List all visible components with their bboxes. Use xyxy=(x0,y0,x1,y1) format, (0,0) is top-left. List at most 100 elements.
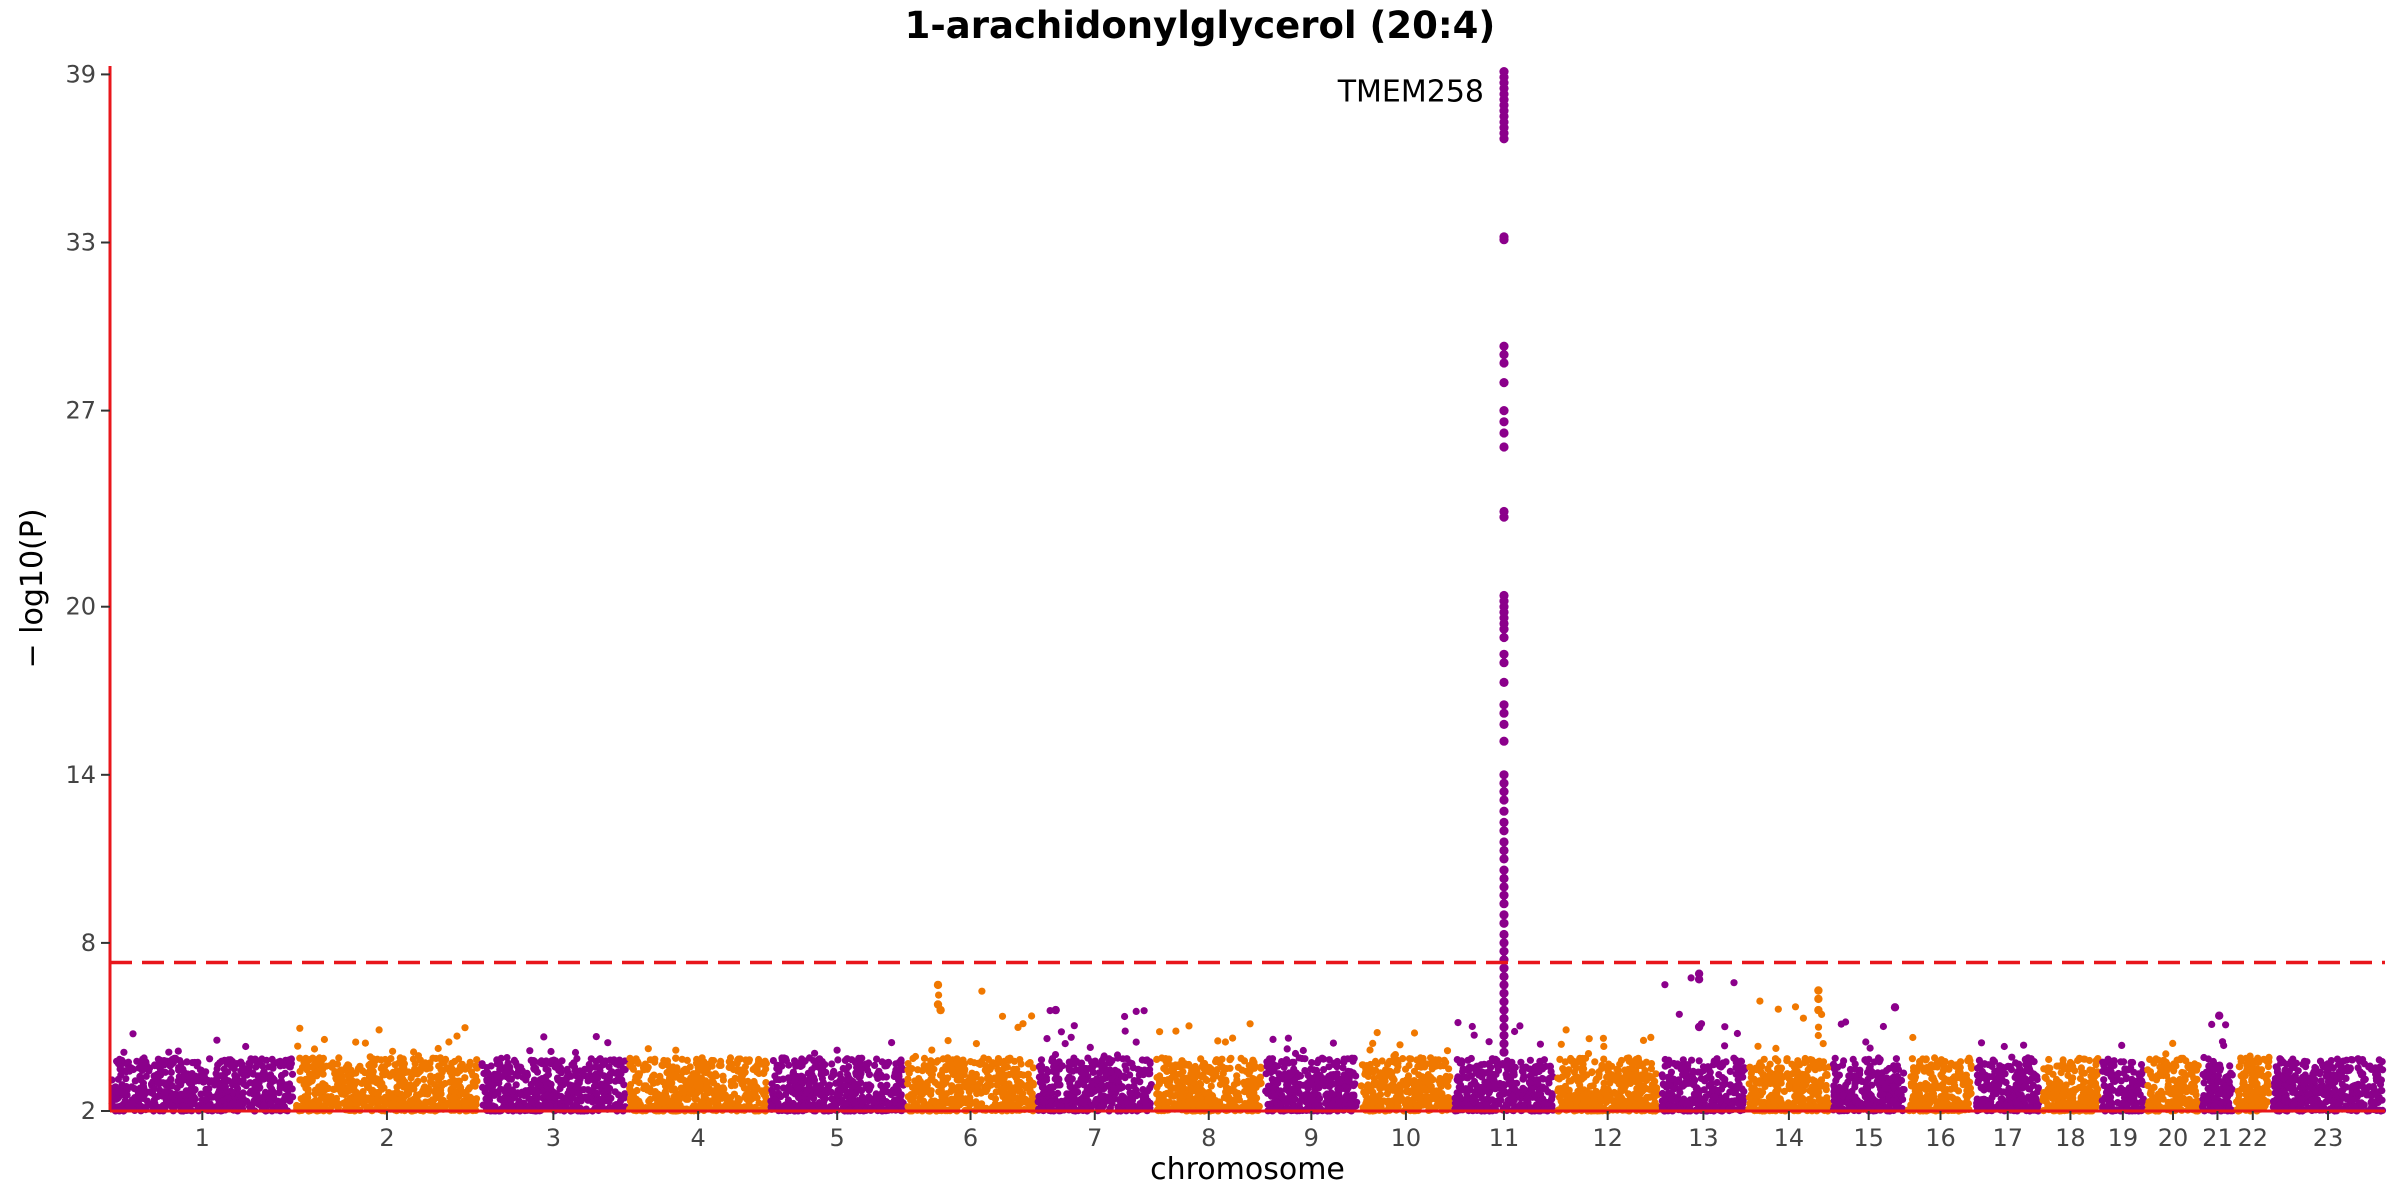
data-point xyxy=(1130,1082,1138,1090)
data-point xyxy=(1098,1057,1106,1065)
data-point xyxy=(1189,1078,1197,1086)
data-point xyxy=(280,1096,288,1105)
data-point xyxy=(1159,1095,1167,1103)
data-point xyxy=(1454,1019,1462,1027)
data-point xyxy=(862,1060,870,1068)
data-point xyxy=(659,1062,667,1070)
data-point xyxy=(821,1095,829,1103)
data-point xyxy=(346,1100,354,1108)
data-point xyxy=(1519,1084,1527,1092)
data-point xyxy=(1420,1084,1428,1092)
data-point xyxy=(773,1083,781,1092)
data-point xyxy=(297,1076,305,1084)
data-point xyxy=(482,1095,490,1103)
data-point xyxy=(799,1073,807,1081)
data-point xyxy=(1369,1039,1377,1047)
data-point xyxy=(542,1065,550,1073)
data-point xyxy=(944,1037,952,1045)
data-point xyxy=(828,1095,836,1103)
data-point xyxy=(942,1074,950,1082)
data-point xyxy=(911,1052,920,1061)
data-point xyxy=(1346,1100,1354,1108)
data-point xyxy=(1273,1076,1282,1084)
data-point xyxy=(1282,1056,1291,1064)
data-point xyxy=(345,1072,353,1080)
data-point xyxy=(621,1066,629,1074)
data-point xyxy=(1146,1060,1154,1068)
data-point xyxy=(1485,1038,1493,1046)
data-point xyxy=(1105,1055,1113,1063)
data-point xyxy=(738,1078,746,1086)
data-point xyxy=(381,1055,389,1064)
data-point xyxy=(721,1091,730,1099)
data-point xyxy=(726,1054,735,1062)
data-point xyxy=(605,1063,613,1071)
data-point xyxy=(865,1071,874,1079)
data-point xyxy=(1197,1055,1205,1063)
data-point xyxy=(888,1039,896,1047)
data-point xyxy=(1216,1080,1224,1089)
data-point xyxy=(512,1070,520,1078)
data-point xyxy=(793,1084,802,1092)
data-point xyxy=(785,1083,793,1091)
data-point xyxy=(773,1075,781,1084)
data-point xyxy=(246,1060,254,1068)
data-point xyxy=(269,1064,277,1072)
data-point xyxy=(631,1077,639,1085)
data-point xyxy=(838,1075,846,1083)
data-point xyxy=(472,1072,480,1081)
data-point xyxy=(582,1072,591,1080)
data-point xyxy=(285,1056,293,1064)
data-point xyxy=(1157,1076,1165,1084)
data-point xyxy=(1335,1085,1344,1093)
data-point xyxy=(972,1098,980,1106)
data-point xyxy=(1246,1082,1254,1090)
data-point xyxy=(1067,1033,1075,1041)
data-point xyxy=(249,1069,257,1077)
data-point xyxy=(311,1090,319,1098)
data-point xyxy=(407,1100,415,1108)
data-point xyxy=(960,1068,968,1076)
data-point xyxy=(1283,1095,1291,1103)
data-point xyxy=(335,1067,343,1075)
data-point xyxy=(168,1092,176,1100)
data-point xyxy=(987,1092,996,1101)
data-point xyxy=(185,1079,193,1087)
data-point xyxy=(580,1086,588,1094)
data-point xyxy=(1225,1085,1233,1093)
data-point xyxy=(820,1069,828,1077)
data-point xyxy=(1110,1084,1118,1092)
data-point xyxy=(1398,1094,1406,1103)
data-point xyxy=(279,1058,287,1066)
data-point xyxy=(939,1055,947,1063)
data-point xyxy=(1486,1074,1494,1082)
data-point xyxy=(219,1097,227,1105)
data-point xyxy=(399,1075,407,1084)
data-point xyxy=(461,1074,469,1082)
data-point xyxy=(620,1094,628,1102)
data-point xyxy=(956,1057,964,1065)
data-point xyxy=(528,1087,536,1095)
data-point xyxy=(547,1047,555,1056)
data-point xyxy=(124,1058,132,1066)
data-point xyxy=(125,1102,133,1110)
data-point xyxy=(1380,1076,1388,1084)
data-point xyxy=(1054,1089,1062,1097)
data-point xyxy=(1085,1083,1093,1091)
data-point xyxy=(361,1039,369,1047)
data-point xyxy=(456,1083,464,1091)
data-point xyxy=(651,1055,659,1063)
data-point xyxy=(1407,1078,1415,1086)
data-point xyxy=(1204,1095,1212,1103)
data-point xyxy=(215,1081,223,1089)
data-point xyxy=(466,1084,474,1092)
data-point xyxy=(320,1035,328,1044)
data-point xyxy=(277,1072,286,1080)
data-point xyxy=(1235,1096,1243,1104)
data-point xyxy=(782,1090,790,1099)
data-point xyxy=(1177,1093,1185,1101)
data-point xyxy=(319,1070,327,1078)
data-point xyxy=(1470,1095,1478,1103)
data-point xyxy=(963,1097,971,1105)
data-point xyxy=(1557,1040,1565,1048)
